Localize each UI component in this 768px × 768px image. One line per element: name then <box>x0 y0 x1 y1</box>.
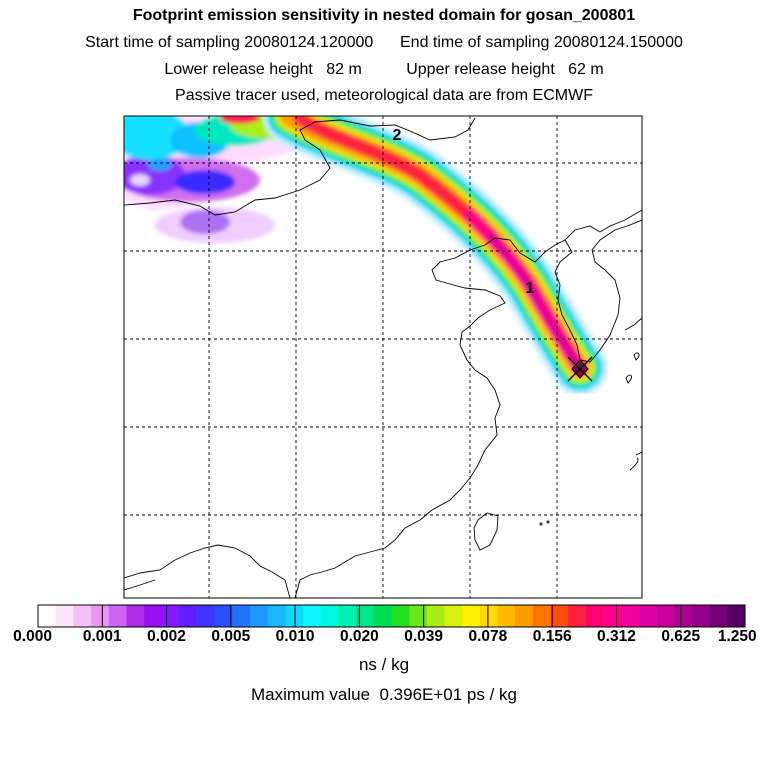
colorbar-swatch <box>108 605 127 627</box>
marker-1: 1 <box>526 280 535 297</box>
colorbar-swatch <box>303 605 322 627</box>
colorbar-swatch <box>179 605 198 627</box>
colorbar-tick-label: 0.005 <box>211 628 251 645</box>
colorbar-swatch <box>426 605 445 627</box>
colorbar-frame <box>37 604 746 628</box>
colorbar-swatch <box>197 605 216 627</box>
colorbar-tick-label: 0.312 <box>597 628 636 645</box>
colorbar-swatch <box>250 605 269 627</box>
coastlines <box>124 117 642 598</box>
colorbar-swatch <box>497 605 516 627</box>
colorbar-unit: ns / kg <box>358 655 410 674</box>
colorbar-swatch <box>515 605 534 627</box>
map-frame <box>123 115 643 599</box>
colorbar-swatch <box>656 605 675 627</box>
graticule <box>124 116 642 598</box>
colorbar-tick-label: 0.039 <box>404 628 444 645</box>
colorbar-swatch <box>674 605 693 627</box>
colorbar-tick-label: 0.010 <box>275 628 315 645</box>
colorbar-swatch <box>585 605 604 627</box>
marker-2: 2 <box>393 127 402 144</box>
colorbar-swatch <box>214 605 233 627</box>
colorbar-swatch <box>727 605 746 627</box>
plot-title: Footprint emission sensitivity in nested… <box>132 7 636 24</box>
colorbar <box>37 604 746 628</box>
colorbar-swatch <box>691 605 710 627</box>
colorbar-swatch <box>144 605 163 627</box>
receptor-marker <box>567 356 593 382</box>
colorbar-swatch <box>444 605 463 627</box>
maximum-value-text: Maximum value 0.396E+01 ps / kg <box>251 685 517 704</box>
tracer-info-line: Passive tracer used, meteorological data… <box>175 87 593 104</box>
colorbar-swatch <box>91 605 110 627</box>
sampling-time-line: Start time of sampling 20080124.120000 E… <box>85 34 683 51</box>
colorbar-swatch <box>38 605 56 627</box>
colorbar-swatch <box>603 605 622 627</box>
colorbar-swatch <box>338 605 357 627</box>
colorbar-swatch <box>409 605 428 627</box>
colorbar-swatch <box>356 605 375 627</box>
colorbar-swatch <box>709 605 728 627</box>
colorbar-swatch <box>267 605 286 627</box>
colorbar-swatch <box>532 605 551 627</box>
plume-layer <box>124 116 608 396</box>
colorbar-swatch <box>550 605 569 627</box>
colorbar-swatch <box>479 605 498 627</box>
colorbar-tick-label: 0.000 <box>13 628 52 645</box>
colorbar-swatch <box>621 605 640 627</box>
colorbar-swatch <box>161 605 180 627</box>
colorbar-tick-label: 0.625 <box>661 628 701 645</box>
colorbar-swatch <box>462 605 481 627</box>
release-height-line: Lower release height 82 m Upper release … <box>164 61 604 78</box>
colorbar-tick-label: 0.002 <box>147 628 186 645</box>
colorbar-tick-label: 0.001 <box>82 628 122 645</box>
colorbar-tick-label: 1.250 <box>717 628 757 645</box>
colorbar-tick-label: 0.078 <box>468 628 508 645</box>
colorbar-swatch <box>55 605 74 627</box>
colorbar-swatch <box>73 605 92 627</box>
colorbar-swatch <box>232 605 251 627</box>
colorbar-swatch <box>568 605 587 627</box>
colorbar-swatch <box>391 605 410 627</box>
colorbar-tick-label: 0.156 <box>532 628 572 645</box>
colorbar-swatch <box>126 605 145 627</box>
colorbar-tick-label: 0.020 <box>339 628 379 645</box>
colorbar-swatch <box>373 605 392 627</box>
colorbar-swatch <box>320 605 339 627</box>
colorbar-swatch <box>638 605 657 627</box>
colorbar-swatch <box>285 605 304 627</box>
